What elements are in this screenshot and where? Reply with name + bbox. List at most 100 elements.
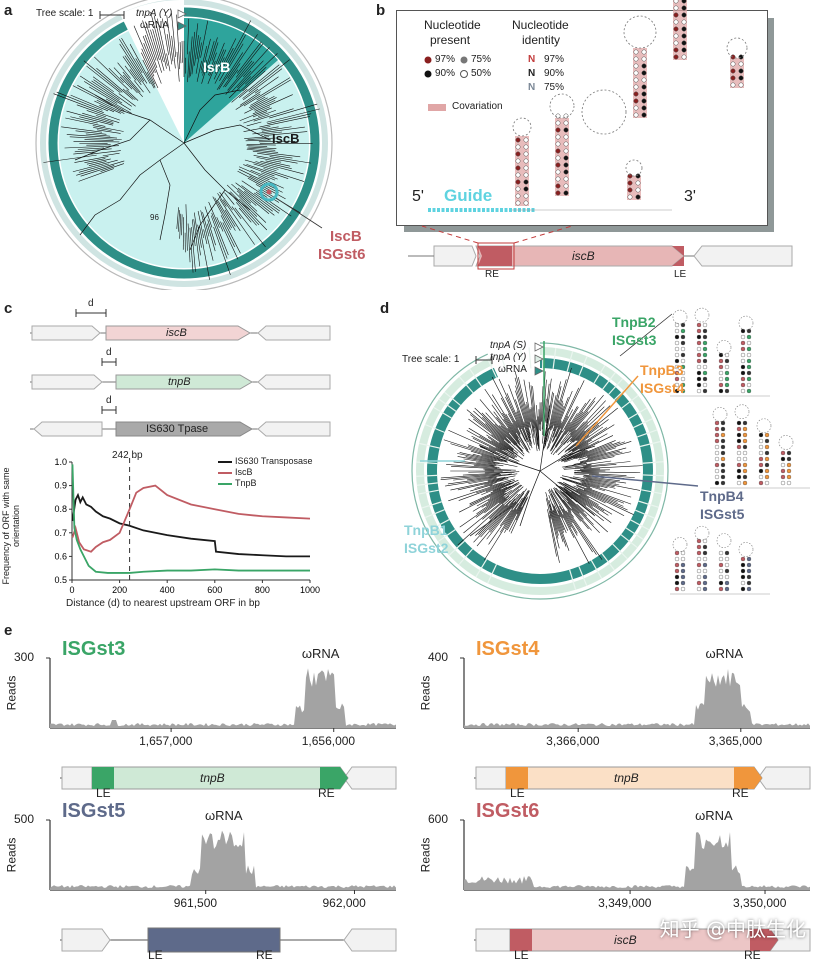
x-tick-label: 0 — [69, 585, 74, 595]
gene-is630: IS630 Tpase — [146, 423, 208, 435]
gene-label: iscB — [614, 933, 637, 947]
coord-tick-1: 1,657,000 — [139, 734, 192, 748]
identity-glyph-97: N — [528, 54, 535, 65]
re-label: RE — [744, 948, 761, 962]
guide-label: Guide — [444, 186, 492, 206]
coverage-plot — [0, 800, 414, 960]
track-title: ISGst4 — [476, 638, 539, 661]
present-97: 97% — [435, 54, 455, 65]
x-tick-label: 1000 — [300, 585, 320, 595]
coord-tick-1: 3,349,000 — [598, 896, 651, 910]
tnpb-phylogeny — [380, 296, 828, 616]
d-tree-scale: Tree scale: 1 — [402, 354, 459, 365]
re-label: RE — [732, 786, 749, 800]
coord-tick-2: 3,350,000 — [733, 896, 786, 910]
d-label-2: d — [106, 347, 112, 358]
track-title: ISGst3 — [62, 638, 125, 661]
y-tick-label: 0.7 — [54, 528, 67, 538]
wrna-label: ωRNA — [695, 808, 733, 823]
clade-isrb-label: IsrB — [203, 59, 230, 75]
clade-iscb-label: IscB — [272, 131, 299, 146]
chart-legend: IS630 Transposase IscB TnpB — [218, 456, 313, 489]
panel-d: d Tree scale: 1 tnpA (S) tnpA (Y) — [380, 296, 828, 616]
d-legend-tnpa-y: tnpA (Y) — [490, 352, 526, 363]
y-tick-label: 0.8 — [54, 504, 67, 514]
tnpb3-label: TnpB3 — [640, 362, 684, 378]
header-present-1: Nucleotide — [424, 18, 481, 32]
panel-a: a — [0, 0, 400, 290]
vline-label: 242 bp — [112, 450, 143, 461]
y-max-label: 300 — [14, 650, 34, 664]
callout-iscb: IscB — [330, 228, 362, 245]
d-legend-tnpa-s: tnpA (S) — [490, 340, 526, 351]
y-max-label: 500 — [14, 812, 34, 826]
coord-tick-2: 962,000 — [322, 896, 365, 910]
legend-label-tnpb: TnpB — [235, 478, 257, 488]
x-tick-label: 600 — [207, 585, 222, 595]
five-prime-label: 5' — [412, 188, 424, 206]
tnpb4-label: TnpB4 — [700, 488, 744, 504]
watermark: 知乎 @中肽生化 — [660, 913, 806, 942]
covariation-label: Covariation — [452, 101, 503, 112]
d-label-1: d — [88, 298, 94, 309]
reads-label: Reads — [4, 838, 18, 873]
le-label: LE — [674, 269, 686, 280]
x-tick-label: 800 — [255, 585, 270, 595]
gene-iscb: iscB — [166, 327, 187, 339]
identity-75: 75% — [544, 82, 564, 93]
bootstrap-label: 96 — [150, 213, 159, 222]
legend-wrna: ωRNA — [140, 20, 169, 31]
d-label-3: d — [106, 395, 112, 406]
identity-glyph-90: N — [528, 68, 535, 79]
y-tick-label: 0.5 — [54, 575, 67, 585]
reads-label: Reads — [4, 676, 18, 711]
chart-ylabel: Frequency of ORF with same orientation — [1, 461, 21, 591]
x-tick-label: 400 — [160, 585, 175, 595]
tnpb1-label: TnpB1 — [404, 522, 448, 538]
wrna-label: ωRNA — [205, 808, 243, 823]
gene-label: tnpB — [614, 771, 639, 785]
panel-e: e ISGst3 300 Reads ωRNA 1,657,000 1,656,000 tn… — [0, 620, 828, 956]
le-label: LE — [514, 948, 529, 962]
coord-tick-1: 961,500 — [174, 896, 217, 910]
identity-glyph-75: N — [528, 82, 535, 93]
header-present-2: present — [430, 33, 470, 47]
d-legend-wrna: ωRNA — [498, 364, 527, 375]
panel-label-e: e — [4, 622, 12, 639]
legend-label-iscb: IscB — [235, 467, 253, 477]
wrna-label: ωRNA — [706, 646, 744, 661]
y-tick-label: 0.6 — [54, 551, 67, 561]
gene-iscb-label: iscB — [572, 249, 595, 263]
re-label: RE — [485, 269, 499, 280]
chart-xlabel: Distance (d) to nearest upstream ORF in … — [66, 598, 260, 609]
identity-90: 90% — [544, 68, 564, 79]
header-identity-2: identity — [522, 33, 560, 47]
present-90: 90% — [435, 68, 455, 79]
legend-item-tnpb: TnpB — [218, 478, 313, 489]
legend-tnpa-y: tnpA (Y) — [136, 8, 172, 19]
y-tick-label: 0.9 — [54, 481, 67, 491]
le-label: LE — [96, 786, 111, 800]
tnpb2-label: TnpB2 — [612, 314, 656, 330]
reads-label: Reads — [418, 676, 432, 711]
isgst3-label: ISGst3 — [612, 332, 656, 348]
tree-scale-label: Tree scale: 1 — [36, 8, 93, 19]
present-50: 50% — [471, 68, 491, 79]
re-label: RE — [318, 786, 335, 800]
panel-b: b Nucleotide present Nucleotide identity… — [372, 0, 828, 290]
coord-tick-2: 1,656,000 — [302, 734, 355, 748]
coord-tick-2: 3,365,000 — [709, 734, 762, 748]
y-tick-label: 1.0 — [54, 457, 67, 467]
orientation-line-chart: 0 200 400 600 800 1000 0.5 0.6 0.7 0.8 0.9 1.0 — [0, 452, 380, 612]
isgst4-label: ISGst4 — [640, 380, 684, 396]
wrna-label: ωRNA — [302, 646, 340, 661]
legend-item-iscb: IscB — [218, 467, 313, 478]
x-tick-label: 200 — [112, 585, 127, 595]
three-prime-label: 3' — [684, 188, 696, 206]
callout-isgst6: ISGst6 — [318, 246, 366, 263]
y-max-label: 400 — [428, 650, 448, 664]
